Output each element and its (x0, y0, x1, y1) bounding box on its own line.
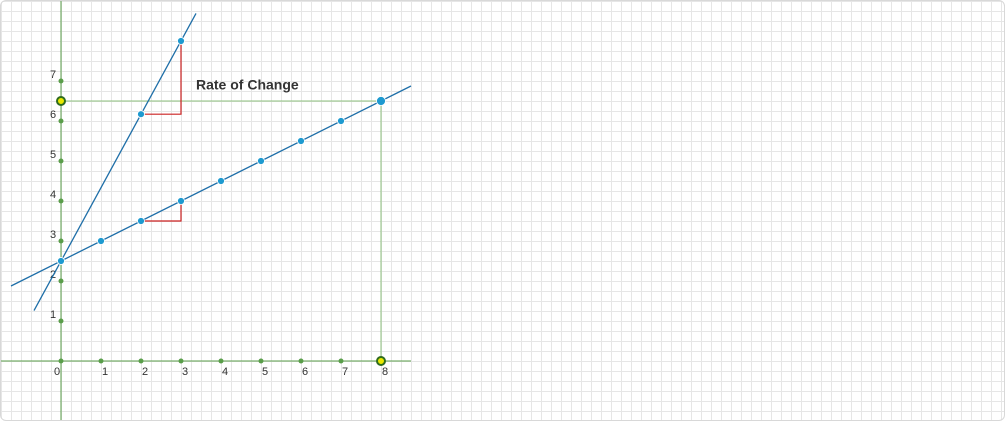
y-tick-label: 6 (50, 109, 56, 121)
point (97, 237, 105, 245)
x-tick-label: 6 (302, 366, 308, 378)
x-tick (258, 358, 264, 364)
line (10, 85, 412, 287)
point (177, 197, 185, 205)
highlight-x (376, 356, 386, 366)
y-tick-label: 7 (50, 69, 56, 81)
x-tick (58, 358, 64, 364)
x-tick-label: 0 (54, 366, 60, 378)
point (376, 96, 386, 106)
highlight-y (56, 96, 66, 106)
x-tick-label: 1 (102, 366, 108, 378)
y-tick-label: 4 (50, 189, 56, 201)
x-tick (338, 358, 344, 364)
point (257, 157, 265, 165)
y-tick (58, 198, 64, 204)
point (177, 37, 185, 45)
x-tick-label: 5 (262, 366, 268, 378)
y-tick (58, 118, 64, 124)
x-tick (98, 358, 104, 364)
x-tick (178, 358, 184, 364)
point (337, 117, 345, 125)
point (297, 137, 305, 145)
x-tick-label: 7 (342, 366, 348, 378)
x-tick-label: 2 (142, 366, 148, 378)
y-tick (58, 318, 64, 324)
x-tick-label: 8 (382, 366, 388, 378)
guide-line (61, 100, 382, 361)
annotation: Rate of Change (196, 77, 299, 93)
point (137, 110, 145, 119)
point (57, 257, 65, 265)
y-tick-label: 1 (50, 309, 56, 321)
y-tick-label: 3 (50, 229, 56, 241)
x-tick-label: 4 (222, 366, 228, 378)
x-tick (218, 358, 224, 364)
y-tick-label: 5 (50, 149, 56, 161)
y-tick (58, 158, 64, 164)
y-tick (58, 278, 64, 284)
x-tick-label: 3 (182, 366, 188, 378)
y-tick (58, 78, 64, 84)
point (137, 217, 145, 225)
point (217, 177, 225, 185)
slope-triangle (141, 41, 182, 115)
x-tick (138, 358, 144, 364)
line (33, 13, 197, 311)
x-tick (298, 358, 304, 364)
slope-triangle (141, 201, 182, 222)
y-tick (58, 238, 64, 244)
